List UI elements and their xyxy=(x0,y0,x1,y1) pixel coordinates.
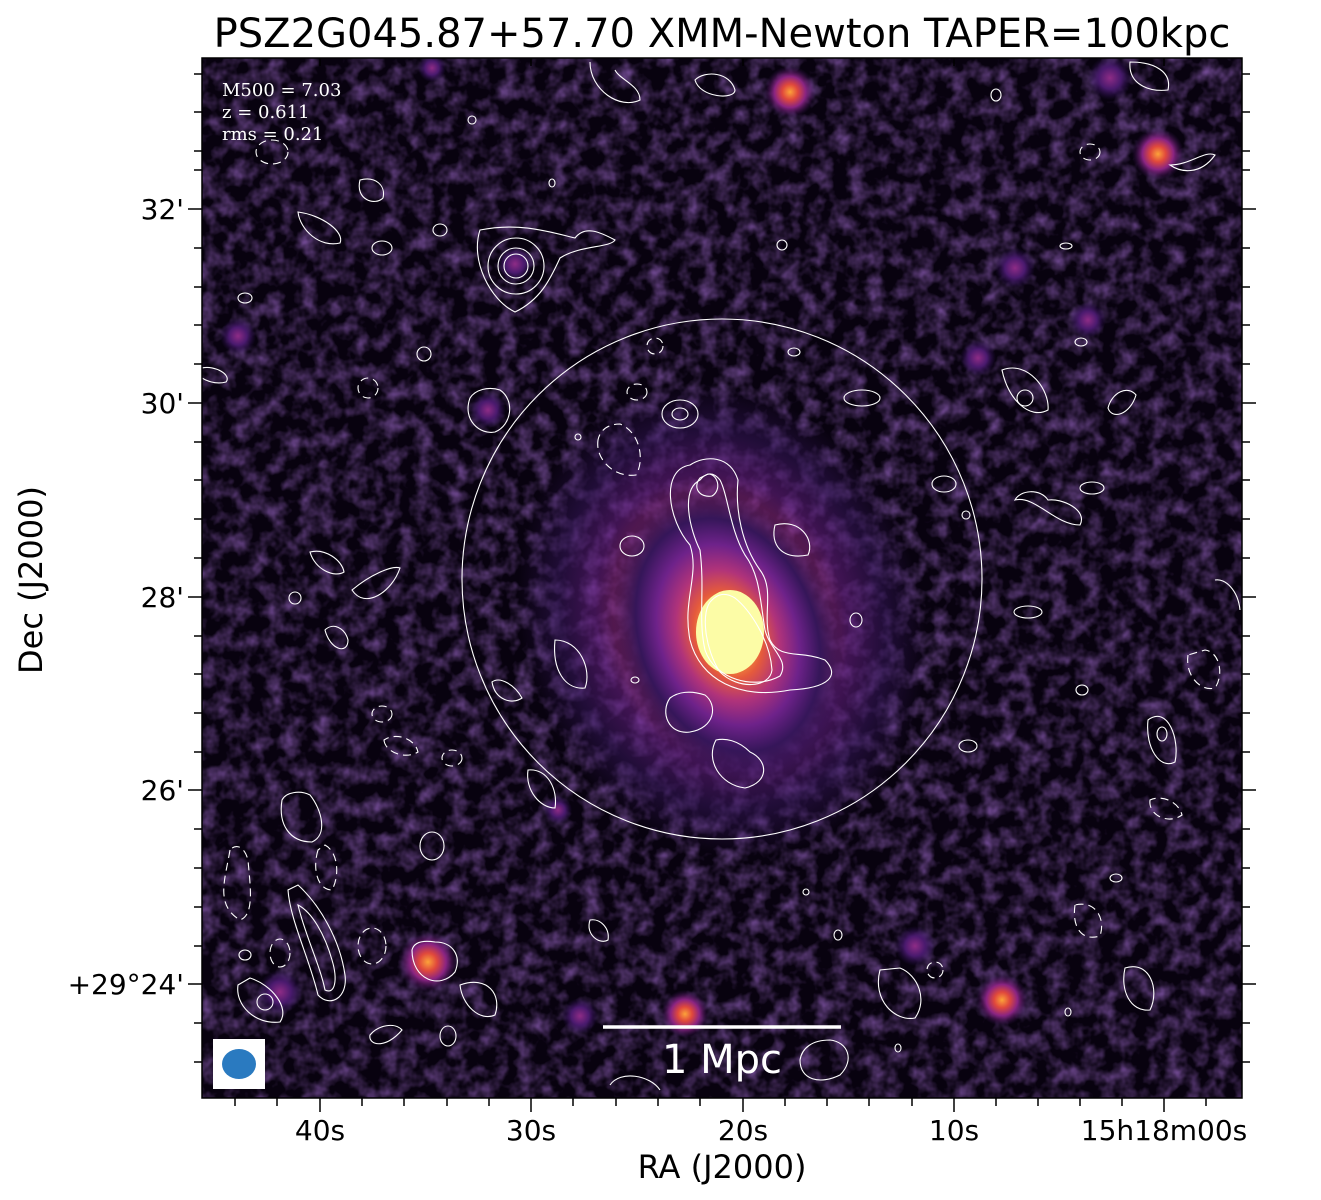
y-axis-label: Dec (J2000) xyxy=(12,486,50,674)
info-redshift: z = 0.611 xyxy=(222,102,310,123)
info-rms: rms = 0.21 xyxy=(222,124,324,145)
x-axis-label: RA (J2000) xyxy=(638,1148,807,1186)
y-tick-label: 32' xyxy=(141,193,184,226)
axis-ticks xyxy=(188,58,1256,1112)
figure-title: PSZ2G045.87+57.70 XMM-Newton TAPER=100kp… xyxy=(214,11,1231,57)
y-tick-label: 26' xyxy=(141,774,184,807)
xray-image xyxy=(202,58,1242,1098)
x-tick-label: 15h18m00s xyxy=(1081,1114,1248,1147)
x-tick-label: 10s xyxy=(929,1114,979,1147)
x-tick-label: 30s xyxy=(506,1114,556,1147)
radio-contours xyxy=(202,61,1241,1091)
plot-frame xyxy=(201,57,1243,1099)
y-tick-label: 30' xyxy=(141,387,184,420)
x-tick-label: 40s xyxy=(295,1114,345,1147)
y-tick-label: 28' xyxy=(141,581,184,614)
negative-contours xyxy=(223,139,1221,979)
scale-bar-label: 1 Mpc xyxy=(662,1037,782,1083)
info-mass: M500 = 7.03 xyxy=(222,80,341,101)
beam-ellipse xyxy=(222,1049,256,1079)
x-tick-label: 20s xyxy=(718,1114,768,1147)
y-tick-label: +29°24' xyxy=(68,968,184,1001)
